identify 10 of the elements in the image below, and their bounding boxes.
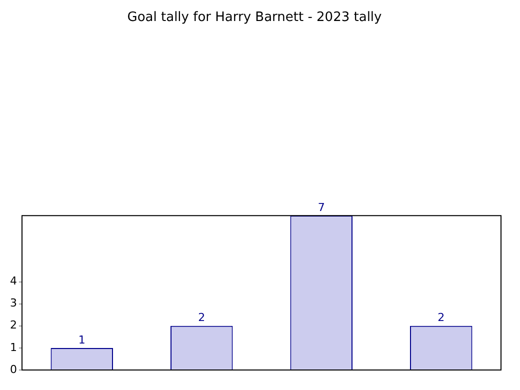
chart-title: Goal tally for Harry Barnett - 2023 tally [127,10,382,26]
y-tick-label: 0 [10,362,17,376]
data-label: 2 [438,311,445,324]
y-tick-label: 2 [10,318,17,332]
y-tick-label: 1 [10,340,17,354]
data-label: 7 [318,200,325,214]
y-tick-label: 4 [10,274,17,288]
data-label: 2 [198,311,206,324]
y-tick-label: 3 [10,296,17,310]
data-label: 1 [78,333,86,346]
